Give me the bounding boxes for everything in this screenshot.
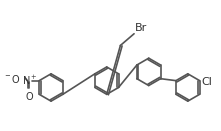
Text: N$^+$: N$^+$ (22, 74, 37, 87)
Text: Cl: Cl (202, 77, 212, 87)
Text: $^-$O: $^-$O (3, 73, 21, 85)
Text: Br: Br (135, 23, 147, 33)
Text: O: O (26, 92, 33, 102)
